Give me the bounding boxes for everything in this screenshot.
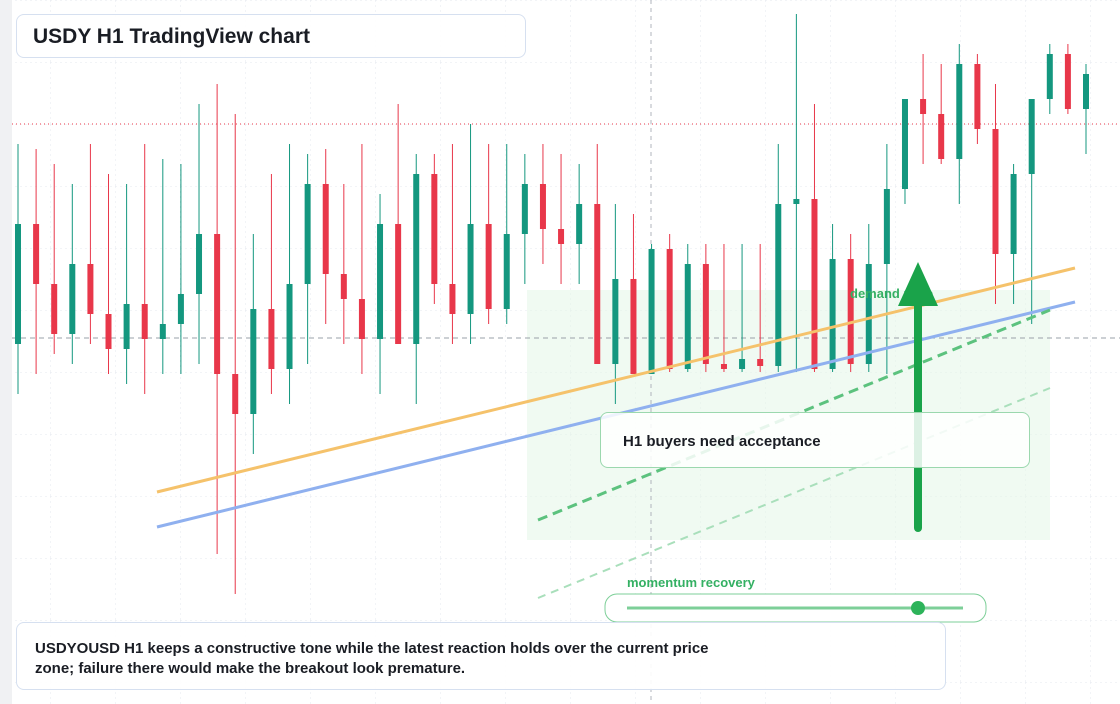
candle-body	[720, 364, 727, 369]
candle-body	[974, 64, 981, 129]
candle-body	[920, 99, 927, 114]
candle-body	[558, 229, 565, 244]
candle-body	[757, 359, 764, 366]
candle-body	[268, 309, 275, 369]
candle-body	[214, 234, 221, 374]
candle-body	[811, 199, 818, 369]
title: USDY H1 TradingView chart	[16, 14, 526, 58]
candle-body	[865, 264, 872, 364]
candle-body	[358, 299, 365, 339]
candle-body	[304, 184, 311, 284]
candle-body	[1083, 74, 1089, 109]
candle-body	[702, 264, 709, 364]
candle-body	[449, 284, 456, 314]
candle-body	[177, 294, 184, 324]
candle-body	[196, 234, 203, 294]
momentum-label: momentum recovery	[627, 575, 756, 590]
candle-body	[539, 184, 546, 229]
candle-body	[612, 279, 619, 364]
candle-body	[15, 224, 21, 344]
candle-body	[883, 189, 890, 264]
candle-body	[105, 314, 112, 349]
candle-body	[232, 374, 239, 414]
candle-body	[159, 324, 166, 339]
candle-body	[485, 224, 492, 309]
candle-body	[594, 204, 601, 364]
momentum-knob	[911, 601, 925, 615]
candle-body	[684, 264, 691, 369]
arrow-head	[898, 262, 938, 306]
candle-body	[793, 199, 800, 204]
candle-body	[340, 274, 347, 299]
candle-body	[322, 184, 329, 274]
candle-body	[1010, 174, 1017, 254]
candle-body	[123, 304, 130, 349]
note: USDYOUSD H1 keeps a constructive tone wh…	[16, 622, 946, 690]
candle-body	[775, 204, 782, 366]
candle-body	[666, 249, 673, 369]
candle-body	[901, 99, 908, 189]
candle-body	[141, 304, 148, 339]
candle-body	[467, 224, 474, 314]
candle-body	[630, 279, 637, 374]
candle-body	[51, 284, 58, 334]
candle-body	[33, 224, 40, 284]
candle-body	[956, 64, 963, 159]
candle-body	[413, 174, 420, 344]
candles	[15, 14, 1089, 594]
candle-body	[250, 309, 257, 414]
candle-body	[1064, 54, 1071, 109]
candle-body	[847, 259, 854, 364]
candle-body	[286, 284, 293, 369]
note-text: USDYOUSD H1 keeps a constructive tone wh…	[35, 640, 709, 677]
candle-body	[377, 224, 384, 339]
candle-body	[938, 114, 945, 159]
candle-body	[69, 264, 76, 334]
candle-body	[87, 264, 94, 314]
candle-body	[431, 174, 438, 284]
candle-body	[1028, 99, 1035, 174]
candle-body	[521, 184, 528, 234]
left-edge	[0, 0, 12, 704]
candle-body	[503, 234, 510, 309]
candle-body	[648, 249, 655, 374]
callout: H1 buyers need acceptance	[600, 412, 1030, 468]
candle-body	[992, 129, 999, 254]
candle-body	[829, 259, 836, 369]
candle-body	[395, 224, 402, 344]
candle-body	[576, 204, 583, 244]
candle-body	[739, 359, 746, 369]
candle-body	[1046, 54, 1053, 99]
